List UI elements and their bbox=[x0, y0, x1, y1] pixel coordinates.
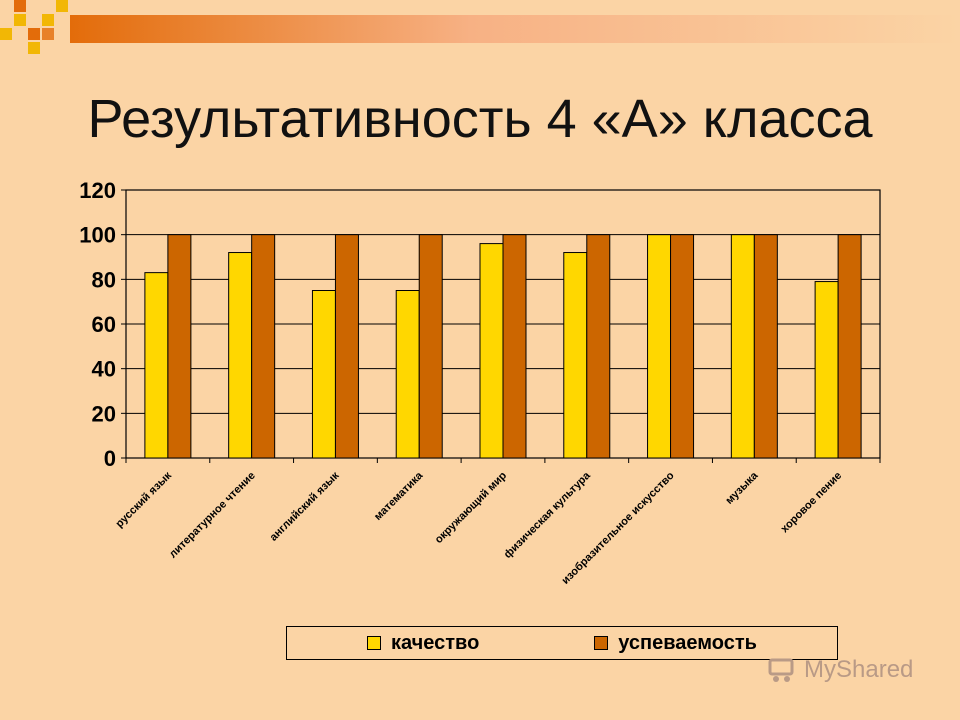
bar-performance bbox=[167, 234, 192, 459]
y-tick-label: 20 bbox=[92, 401, 116, 426]
legend-swatch-performance bbox=[594, 636, 609, 650]
bar-quality bbox=[479, 243, 504, 459]
slide-title: Результативность 4 «А» класса bbox=[87, 89, 873, 149]
x-tick-label: музыка bbox=[723, 469, 761, 507]
y-tick-label: 120 bbox=[79, 178, 116, 203]
bar-chart: 0 20 40 60 80 100 120 русский языклитературное … bbox=[79, 178, 881, 587]
chart-legend: качество успеваемость bbox=[286, 626, 838, 660]
y-tick-label: 0 bbox=[104, 446, 116, 471]
x-tick-label: русский язык bbox=[114, 469, 175, 530]
y-tick-label: 80 bbox=[92, 267, 116, 292]
bar-quality bbox=[730, 234, 755, 459]
x-tick-label: литературное чтение bbox=[167, 470, 258, 561]
bar-performance bbox=[586, 234, 611, 459]
bar-quality bbox=[647, 234, 672, 459]
y-tick-label: 100 bbox=[79, 223, 116, 248]
legend-entry-quality: качество bbox=[367, 632, 479, 655]
x-tick-label: английский язык bbox=[268, 469, 342, 543]
watermark: MyShared bbox=[768, 656, 913, 684]
y-tick-label: 40 bbox=[92, 357, 116, 382]
shopping-cart-icon bbox=[768, 658, 794, 682]
bar-quality bbox=[228, 252, 253, 459]
bar-quality bbox=[311, 290, 336, 459]
y-tick-label: 60 bbox=[92, 312, 116, 337]
x-tick-label: окружающий мир bbox=[433, 469, 510, 546]
watermark-text: MyShared bbox=[804, 656, 914, 683]
legend-swatch-quality bbox=[367, 636, 382, 650]
bar-quality bbox=[563, 252, 588, 459]
corner-decoration bbox=[0, 0, 68, 54]
top-decor-bar bbox=[70, 15, 960, 43]
bar-performance bbox=[753, 234, 778, 459]
bar-quality bbox=[144, 272, 169, 459]
x-tick-label: математика bbox=[372, 469, 426, 523]
legend-label-performance: успеваемость bbox=[618, 631, 757, 654]
legend-entry-performance: успеваемость bbox=[594, 632, 757, 655]
bar-quality bbox=[395, 290, 420, 459]
bar-performance bbox=[837, 234, 862, 459]
bar-performance bbox=[502, 234, 527, 459]
bar-performance bbox=[334, 234, 359, 459]
bar-performance bbox=[251, 234, 276, 459]
bar-quality bbox=[814, 281, 839, 459]
bar-performance bbox=[418, 234, 443, 459]
bar-performance bbox=[670, 234, 695, 459]
x-tick-label: физическая культура bbox=[502, 469, 594, 561]
x-tick-label: хоровое пение bbox=[779, 470, 845, 536]
legend-label-quality: качество bbox=[391, 631, 480, 654]
